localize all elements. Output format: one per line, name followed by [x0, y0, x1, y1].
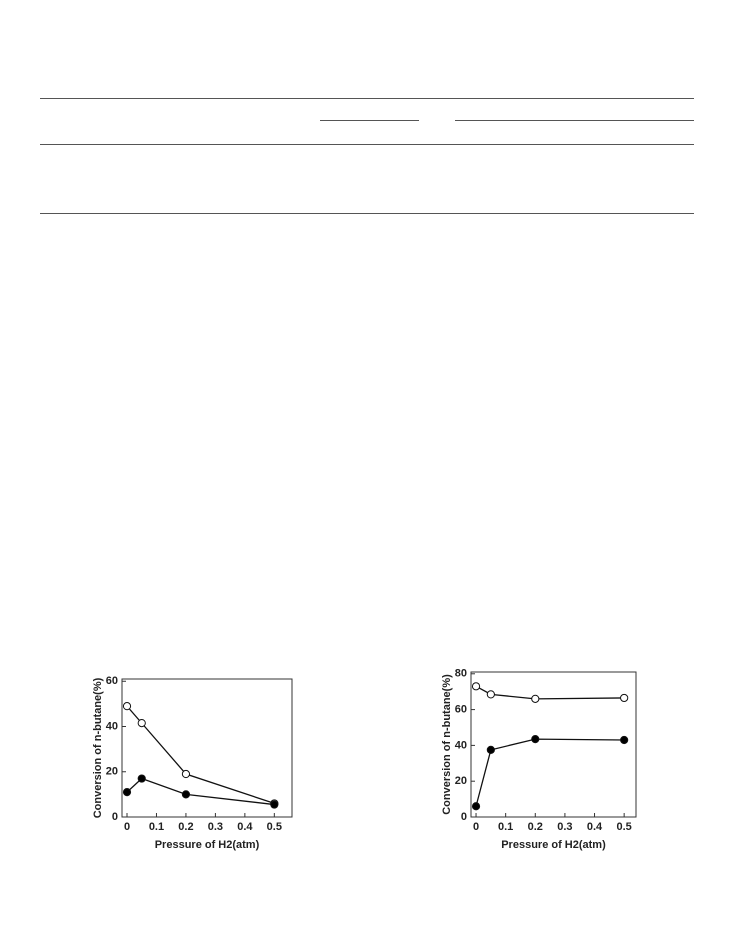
- y-tick-label: 40: [455, 739, 467, 751]
- data-point: [620, 693, 629, 703]
- table-rule: [455, 120, 694, 121]
- x-tick-label: 0: [124, 821, 130, 833]
- x-tick-label: 0.5: [267, 821, 282, 833]
- y-axis-label: Conversion of n-butane(%): [441, 674, 453, 815]
- plot-frame: [121, 678, 293, 818]
- table-rule: [40, 144, 694, 145]
- x-axis-label: Pressure of H2(atm): [155, 839, 260, 851]
- series-line: [126, 777, 275, 806]
- data-point: [531, 735, 540, 744]
- y-tick-label: 40: [106, 720, 118, 732]
- y-tick-label: 80: [455, 668, 467, 680]
- x-tick-label: 0.3: [208, 821, 223, 833]
- series-line: [475, 738, 625, 807]
- y-axis-label: Conversion of n-butane(%): [92, 677, 104, 818]
- y-tick-label: 60: [106, 675, 118, 687]
- data-point: [122, 788, 132, 797]
- y-tick-label: 0: [461, 811, 467, 823]
- data-point: [137, 774, 146, 783]
- chart: 0 0.1 0.2 0.3 0.4 0.5 0 20 40 60 Pressure of H2(at…: [92, 675, 293, 851]
- y-tick-label: 0: [112, 811, 118, 823]
- data-point: [531, 694, 540, 703]
- x-tick-label: 0.3: [557, 821, 572, 833]
- x-tick-label: 0.2: [528, 821, 543, 833]
- data-point: [181, 769, 191, 779]
- data-point: [620, 735, 629, 745]
- x-tick-label: 0.4: [587, 821, 603, 833]
- series-line: [126, 705, 275, 805]
- data-point: [181, 790, 191, 799]
- x-tick-label: 0.1: [498, 821, 513, 833]
- y-tick-label: 20: [106, 766, 118, 778]
- y-tick-label: 60: [455, 703, 467, 715]
- y-tick-label: 20: [455, 775, 467, 787]
- x-tick-label: 0.5: [617, 821, 632, 833]
- data-point: [486, 745, 495, 754]
- x-tick-label: 0.1: [149, 821, 164, 833]
- table-rule: [40, 213, 694, 214]
- chart: 0 0.1 0.2 0.3 0.4 0.5 0 20 40 60 80 Pressure of H2(…: [441, 668, 637, 851]
- x-axis-label: Pressure of H2(atm): [501, 839, 606, 851]
- series-line: [475, 685, 625, 700]
- x-tick-label: 0.2: [178, 821, 193, 833]
- x-tick-label: 0: [473, 821, 479, 833]
- x-tick-label: 0.4: [237, 821, 253, 833]
- table-rule: [40, 98, 694, 99]
- table-rule: [320, 120, 419, 121]
- plot-frame: [470, 671, 637, 818]
- data-point: [122, 702, 132, 711]
- data-point: [471, 682, 481, 691]
- data-point: [270, 800, 279, 809]
- data-point: [471, 802, 481, 811]
- data-point: [486, 690, 495, 699]
- data-point: [137, 719, 146, 728]
